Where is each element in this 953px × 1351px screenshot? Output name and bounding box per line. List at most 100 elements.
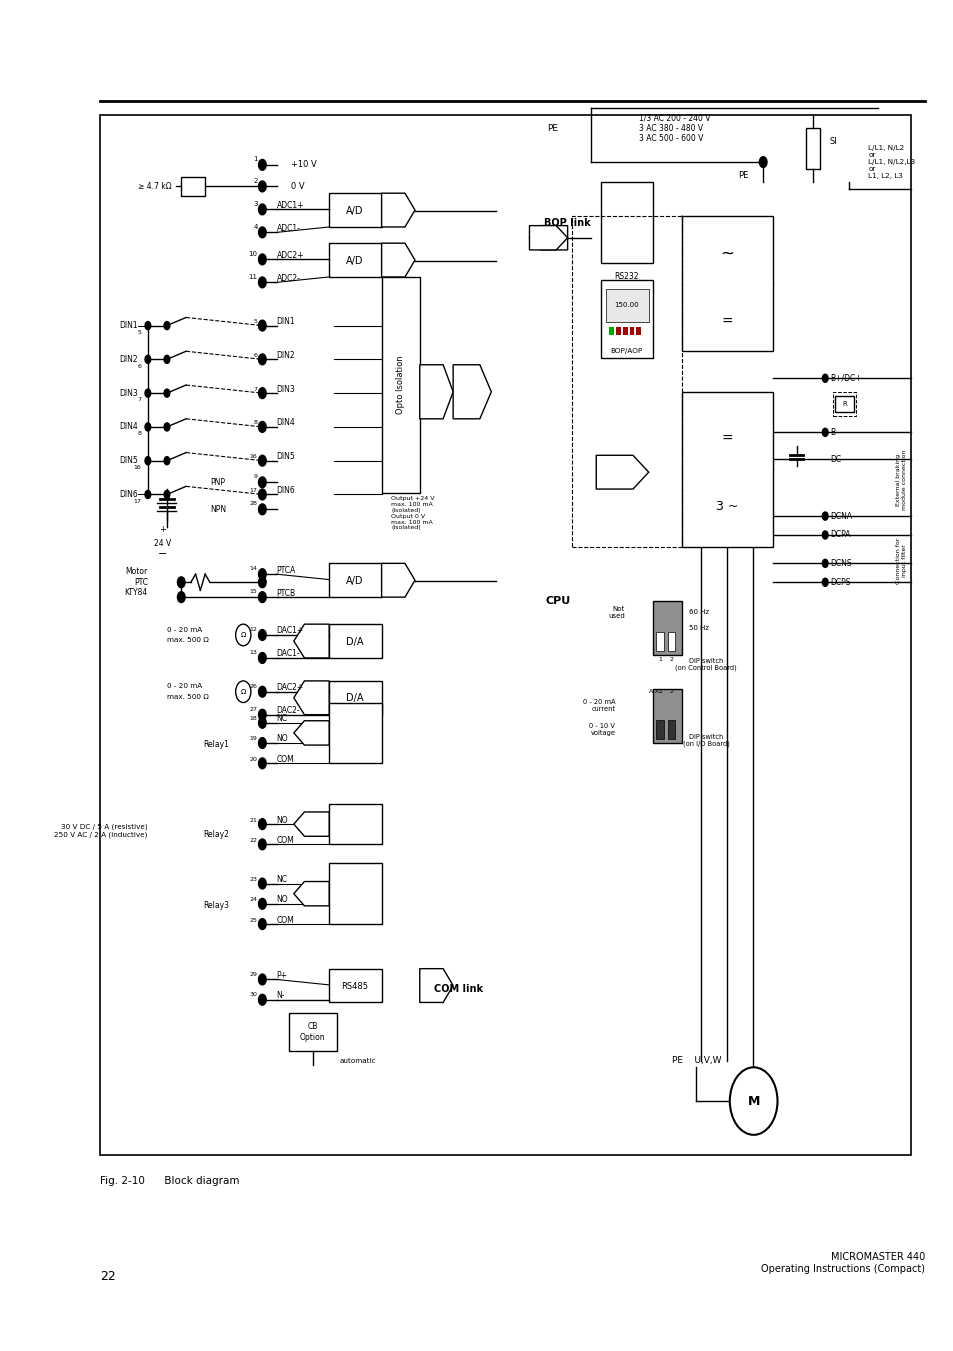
Text: 1: 1 <box>253 157 257 162</box>
Polygon shape <box>294 721 329 746</box>
Bar <box>181 177 205 196</box>
Text: Motor
PTC
KTY84: Motor PTC KTY84 <box>125 567 148 597</box>
Circle shape <box>258 878 266 889</box>
Circle shape <box>177 577 185 588</box>
Circle shape <box>164 355 170 363</box>
Polygon shape <box>419 969 453 1002</box>
Bar <box>329 703 381 763</box>
Text: NO: NO <box>276 896 288 904</box>
Text: 14: 14 <box>250 566 257 571</box>
Text: 9: 9 <box>253 474 257 480</box>
Text: DCPS: DCPS <box>829 578 849 586</box>
Text: Ω: Ω <box>240 632 246 638</box>
Circle shape <box>258 354 266 365</box>
Polygon shape <box>529 226 567 250</box>
Text: ADC: ADC <box>648 689 661 694</box>
Text: 0 V: 0 V <box>291 182 304 190</box>
Text: 25: 25 <box>250 917 257 923</box>
Text: Relay3: Relay3 <box>203 901 229 909</box>
Text: B+/DC+: B+/DC+ <box>829 374 861 382</box>
Circle shape <box>145 355 151 363</box>
Circle shape <box>258 758 266 769</box>
Bar <box>653 601 681 655</box>
Text: 2: 2 <box>669 689 673 694</box>
Text: CPU: CPU <box>545 596 570 607</box>
Text: PTCA: PTCA <box>276 566 295 574</box>
Circle shape <box>235 624 251 646</box>
Bar <box>653 689 681 743</box>
Text: 24: 24 <box>250 897 257 902</box>
Text: B-: B- <box>829 428 837 436</box>
Bar <box>329 969 381 1002</box>
Bar <box>605 289 648 322</box>
Text: MICROMASTER 440
Operating Instructions (Compact): MICROMASTER 440 Operating Instructions (… <box>760 1252 924 1274</box>
Bar <box>622 327 627 335</box>
Text: 20: 20 <box>250 757 257 762</box>
Text: 5: 5 <box>253 319 257 324</box>
Circle shape <box>235 681 251 703</box>
Circle shape <box>164 490 170 499</box>
Text: 28: 28 <box>250 501 257 507</box>
Text: 2: 2 <box>253 178 257 184</box>
Text: ~: ~ <box>720 245 733 263</box>
Text: 3 ~: 3 ~ <box>715 500 738 513</box>
Circle shape <box>177 592 185 603</box>
Circle shape <box>258 489 266 500</box>
Text: DIN1: DIN1 <box>119 322 138 330</box>
Text: 29: 29 <box>250 971 257 977</box>
Text: 1: 1 <box>658 689 661 694</box>
Text: DCPA: DCPA <box>829 531 849 539</box>
Text: P+: P+ <box>276 971 288 979</box>
Polygon shape <box>381 193 415 227</box>
Circle shape <box>258 277 266 288</box>
Bar <box>667 720 675 739</box>
Text: 19: 19 <box>250 736 257 742</box>
Bar <box>329 681 381 715</box>
Text: DAC1-: DAC1- <box>276 650 300 658</box>
Text: DCNA: DCNA <box>829 512 851 520</box>
Text: DAC1+: DAC1+ <box>276 627 304 635</box>
Text: 7: 7 <box>137 397 141 403</box>
Circle shape <box>258 898 266 909</box>
Text: SI: SI <box>829 138 837 146</box>
Text: BOP/AOP: BOP/AOP <box>610 349 642 354</box>
Text: Connection for
input filter: Connection for input filter <box>895 538 906 584</box>
Text: max. 500 Ω: max. 500 Ω <box>167 638 209 643</box>
Text: Output +24 V
max. 100 mA
(isolated)
Output 0 V
max. 100 mA
(isolated): Output +24 V max. 100 mA (isolated) Outp… <box>391 496 435 531</box>
Circle shape <box>821 578 827 586</box>
Text: Not
used: Not used <box>607 605 624 619</box>
Text: 1: 1 <box>658 657 661 662</box>
Text: 150.00: 150.00 <box>614 303 639 308</box>
Text: RS485: RS485 <box>341 982 368 990</box>
Text: N-: N- <box>276 992 285 1000</box>
Text: ADC2+: ADC2+ <box>276 251 304 259</box>
Text: L/L1, N/L2
or
L/L1, N/L2,L3
or
L1, L2, L3: L/L1, N/L2 or L/L1, N/L2,L3 or L1, L2, L… <box>867 145 914 180</box>
Text: 60 Hz: 60 Hz <box>688 609 708 615</box>
Circle shape <box>164 389 170 397</box>
Text: NC: NC <box>276 715 288 723</box>
Text: PE: PE <box>738 172 748 180</box>
Bar <box>257 142 753 1128</box>
Polygon shape <box>381 563 415 597</box>
Polygon shape <box>419 365 453 419</box>
Text: −: − <box>157 549 167 559</box>
Text: =: = <box>720 315 732 328</box>
Bar <box>656 632 663 651</box>
Text: 13: 13 <box>250 650 257 655</box>
Text: A/D: A/D <box>346 576 363 586</box>
Polygon shape <box>294 624 329 658</box>
Circle shape <box>258 717 266 728</box>
Circle shape <box>729 1067 777 1135</box>
Text: ADC2-: ADC2- <box>276 274 300 282</box>
Text: max. 500 Ω: max. 500 Ω <box>167 694 209 700</box>
Text: DIN6: DIN6 <box>119 490 138 499</box>
Text: DIP switch
(on I/O Board): DIP switch (on I/O Board) <box>681 734 729 747</box>
Text: 3: 3 <box>253 201 257 207</box>
Text: 16: 16 <box>133 465 141 470</box>
Circle shape <box>258 504 266 515</box>
Text: automatic: automatic <box>339 1058 375 1063</box>
Text: 22: 22 <box>250 838 257 843</box>
Bar <box>832 392 855 416</box>
Text: NC: NC <box>276 875 288 884</box>
Text: 5: 5 <box>137 330 141 335</box>
